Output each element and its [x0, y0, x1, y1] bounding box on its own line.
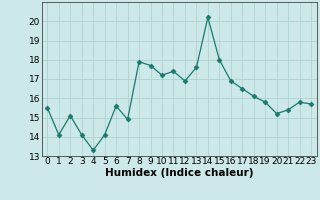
X-axis label: Humidex (Indice chaleur): Humidex (Indice chaleur) [105, 168, 253, 178]
